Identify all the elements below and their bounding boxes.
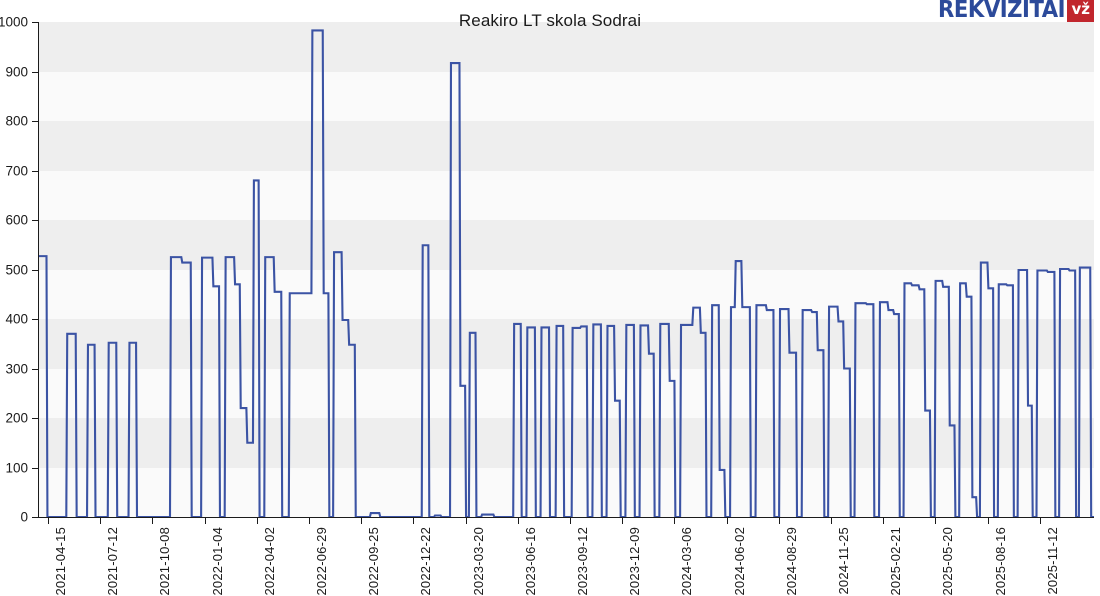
y-axis-tick-label: 1000 xyxy=(0,14,28,30)
y-axis-tick-label: 800 xyxy=(5,113,28,129)
x-axis-tick-label: 2025-08-16 xyxy=(992,527,1008,596)
x-axis-tick-mark xyxy=(100,518,102,524)
grid-band xyxy=(38,418,1094,468)
x-axis-line xyxy=(38,517,1094,518)
x-axis-tick-mark xyxy=(309,518,310,524)
y-axis-tick-label: 100 xyxy=(5,460,28,475)
y-axis-tick-mark xyxy=(32,517,38,518)
x-axis-tick-label: 2025-11-12 xyxy=(1044,527,1060,595)
grid-band xyxy=(38,220,1094,270)
x-axis-tick-mark xyxy=(674,518,676,524)
plot-area xyxy=(38,22,1094,519)
y-axis-tick-mark xyxy=(32,22,38,23)
y-axis-tick-label: 400 xyxy=(5,311,28,327)
y-axis-tick-mark xyxy=(32,319,38,320)
x-axis-tick-label: 2023-06-16 xyxy=(522,527,538,596)
grid-band xyxy=(38,319,1094,369)
x-axis-tick-mark xyxy=(465,518,467,524)
chart-title: Reakiro LT skola Sodrai xyxy=(458,11,642,30)
x-axis-tick-mark xyxy=(622,518,624,524)
x-axis-tick-mark xyxy=(361,518,363,524)
x-axis-tick-mark xyxy=(935,518,937,524)
y-axis-tick-label: 200 xyxy=(5,410,28,426)
y-axis-tick-label: 0 xyxy=(20,509,28,525)
x-axis-tick-label: 2024-08-29 xyxy=(783,527,799,596)
x-axis-tick-label: 2021-04-15 xyxy=(53,527,68,596)
y-axis-tick-label: 900 xyxy=(5,64,28,79)
grid-band xyxy=(38,368,1094,418)
y-axis-tick-mark xyxy=(32,71,38,73)
y-axis-tick-mark xyxy=(32,121,38,122)
x-axis-tick-label: 2022-04-02 xyxy=(261,527,277,596)
data-series-line xyxy=(38,29,1094,519)
rekvizitai-logo[interactable]: REKVIZITAI vž xyxy=(927,0,1094,22)
x-axis-tick-label: 2025-02-21 xyxy=(888,527,904,596)
x-axis-tick-mark xyxy=(256,518,258,524)
x-axis-tick-mark xyxy=(831,518,832,524)
x-axis-tick-label: 2023-12-09 xyxy=(627,527,643,596)
y-axis-tick-label: 300 xyxy=(5,361,28,376)
x-axis-tick-label: 2021-07-12 xyxy=(105,527,121,596)
grid-band xyxy=(38,71,1094,121)
x-axis-tick-mark xyxy=(48,518,49,524)
x-axis-tick-mark xyxy=(883,518,885,524)
logo-wordmark: REKVIZITAI xyxy=(938,0,1066,23)
x-axis-tick-mark xyxy=(778,518,780,524)
y-axis-tick-mark xyxy=(32,418,38,419)
x-axis-tick-label: 2022-09-25 xyxy=(366,527,382,596)
y-axis-tick-label: 500 xyxy=(5,262,28,277)
series-line-0 xyxy=(38,29,1094,519)
y-axis-tick-mark xyxy=(32,467,38,469)
grid-band xyxy=(38,170,1094,220)
x-axis-tick-mark xyxy=(413,518,415,524)
x-axis-tick-label: 2022-12-22 xyxy=(418,527,434,596)
y-axis-labels: 0 100 200 300 400 500 600 700 800 900 1000 xyxy=(0,0,34,590)
x-axis-tick-mark xyxy=(152,518,154,524)
x-axis-tick-label: 2024-06-02 xyxy=(731,527,747,596)
x-axis-tick-label: 2023-09-12 xyxy=(575,527,590,596)
grid-band xyxy=(38,121,1094,171)
x-axis-tick-label: 2025-05-20 xyxy=(940,527,956,596)
y-axis-tick-mark xyxy=(32,170,38,172)
grid-band xyxy=(38,22,1094,72)
x-axis-tick-label: 2022-01-04 xyxy=(209,527,225,596)
x-axis-tick-mark xyxy=(204,518,206,524)
y-axis-tick-label: 700 xyxy=(5,163,28,178)
x-axis-tick-label: 2021-10-08 xyxy=(157,527,173,596)
x-axis-tick-mark xyxy=(987,518,989,524)
x-axis-tick-mark xyxy=(1039,518,1041,524)
x-axis-tick-mark xyxy=(570,518,571,524)
y-axis-tick-mark xyxy=(32,269,38,271)
y-axis-tick-label: 600 xyxy=(5,212,28,228)
x-axis-tick-label: 2024-11-25 xyxy=(836,527,851,595)
grid-band xyxy=(38,467,1094,517)
x-axis-tick-mark xyxy=(517,518,519,524)
x-axis-tick-label: 2023-03-20 xyxy=(470,527,486,596)
x-axis-tick-mark xyxy=(726,518,728,524)
y-axis-line xyxy=(38,22,39,518)
y-axis-tick-mark xyxy=(32,220,38,221)
x-axis-tick-label: 2022-06-29 xyxy=(314,527,329,596)
logo-badge-vz: vž xyxy=(1067,0,1094,22)
y-axis-tick-mark xyxy=(32,368,38,370)
x-axis-tick-label: 2024-03-06 xyxy=(679,527,695,596)
